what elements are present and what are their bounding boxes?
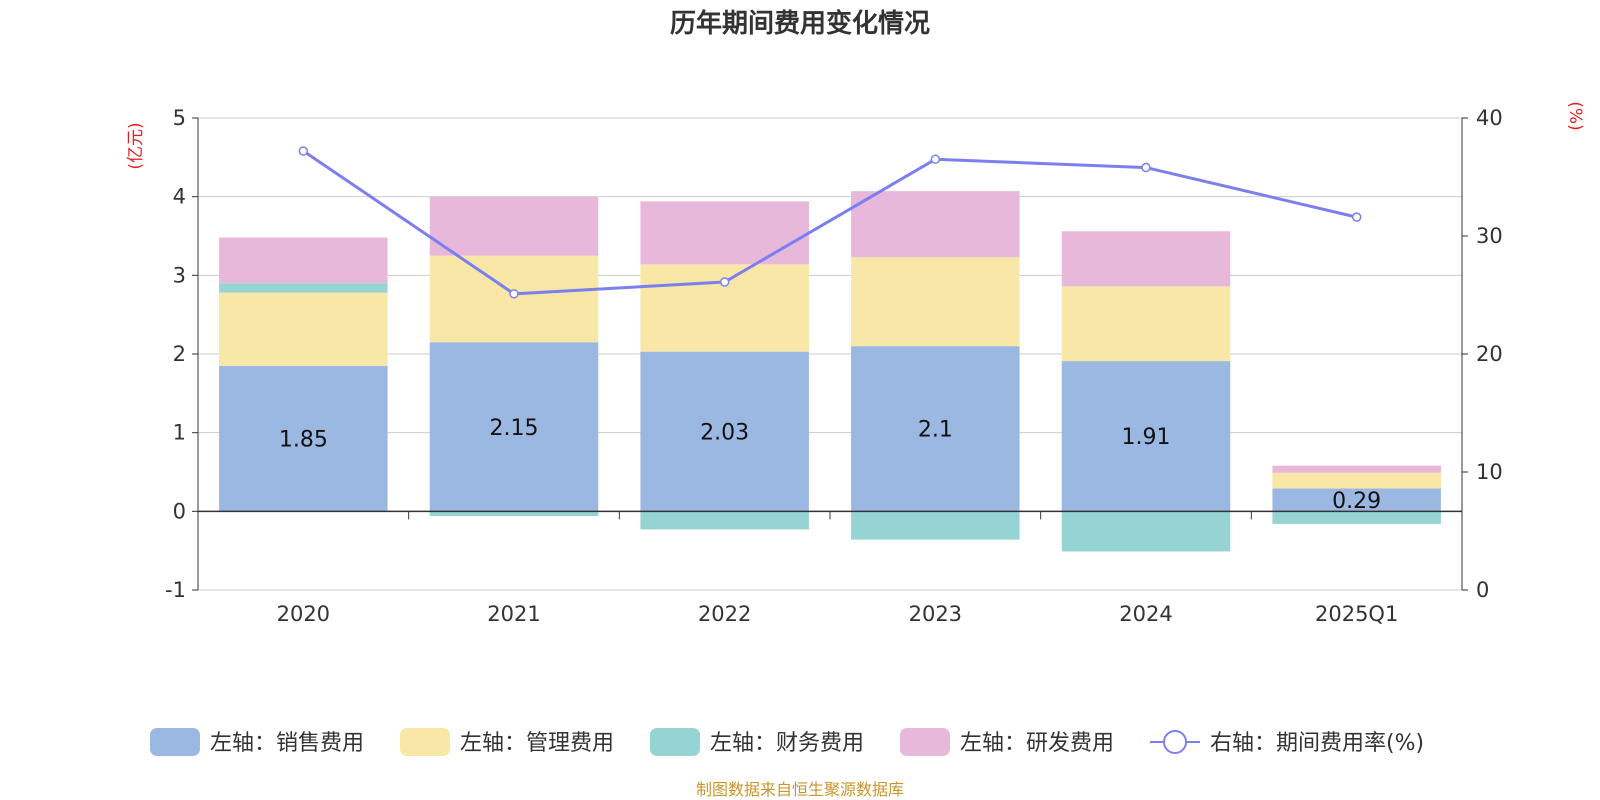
bar-data-label: 0.29 <box>1332 489 1381 514</box>
left-axis-tick-label: 4 <box>173 185 186 209</box>
legend-swatch <box>900 728 950 756</box>
bar-segment <box>851 257 1020 347</box>
bar-segment <box>851 511 1020 540</box>
bar-segment <box>219 237 388 284</box>
grid-lines <box>198 117 1462 591</box>
bar-segment <box>640 351 809 512</box>
bar-data-label: 1.91 <box>1122 425 1171 450</box>
x-axis-tick-label: 2024 <box>1119 602 1172 626</box>
bar-segment <box>219 292 388 366</box>
bar-segment <box>851 346 1020 512</box>
left-axis-tick-label: -1 <box>165 578 186 602</box>
x-axis-tick-label: 2025Q1 <box>1315 602 1398 626</box>
bar-data-label: 1.85 <box>279 428 328 453</box>
legend-label: 左轴：管理费用 <box>460 731 614 756</box>
legend-swatch <box>650 728 700 756</box>
bar-segment <box>640 511 809 530</box>
expense-ratio-line <box>298 146 1362 299</box>
expense-ratio-point <box>1141 162 1151 173</box>
bar-segment <box>1061 361 1231 512</box>
right-axis-tick-label: 30 <box>1476 224 1503 248</box>
legend-label: 左轴：研发费用 <box>960 731 1114 756</box>
axes: -1 0 1 2 3 4 5 0 10 20 30 40 2020 2021 2022 2023 2024 202… <box>165 106 1503 626</box>
expense-ratio-point <box>298 146 309 156</box>
bar-segment <box>851 191 1020 258</box>
bar-segment <box>1272 472 1441 489</box>
legend-item[interactable]: 左轴：管理费用 <box>400 728 614 756</box>
bar-segment <box>640 201 809 265</box>
legend-item[interactable]: 右轴：期间费用率(%) <box>1150 730 1424 756</box>
bar-segment <box>1272 511 1441 524</box>
x-axis-tick-label: 2021 <box>487 602 540 626</box>
bar-segment <box>1272 465 1441 473</box>
bar-data-label: 2.1 <box>918 418 953 443</box>
right-axis-tick-label: 40 <box>1476 106 1503 130</box>
x-axis-tick-label: 2022 <box>698 602 751 626</box>
chart-title: 历年期间费用变化情况 <box>670 8 930 39</box>
bar-segment <box>429 342 599 512</box>
bar-data-label: 2.03 <box>700 420 749 445</box>
legend-item[interactable]: 左轴：研发费用 <box>900 728 1114 756</box>
right-axis-tick-label: 0 <box>1476 578 1489 602</box>
left-axis-unit: (亿元) <box>126 122 146 169</box>
bar-data-label: 2.15 <box>490 416 539 441</box>
data-source-note: 制图数据来自恒生聚源数据库 <box>696 780 904 799</box>
legend-swatch <box>150 728 200 756</box>
x-axis-tick-label: 2020 <box>277 602 330 626</box>
legend-marker <box>1163 730 1187 754</box>
legend-label: 左轴：销售费用 <box>210 731 364 756</box>
bar-series <box>219 191 1441 552</box>
left-axis-tick-label: 3 <box>173 263 186 287</box>
bar-segment <box>219 365 388 512</box>
right-axis-tick-label: 10 <box>1476 460 1503 484</box>
legend-label: 右轴：期间费用率(%) <box>1210 731 1424 756</box>
expense-ratio-point <box>719 277 730 287</box>
bar-segment <box>219 283 388 293</box>
bar-segment <box>1061 511 1231 552</box>
expense-ratio-polyline <box>302 149 1358 296</box>
bar-segment <box>429 196 599 256</box>
legend-label: 左轴：财务费用 <box>710 731 864 756</box>
left-axis-tick-label: 5 <box>173 106 186 130</box>
expense-ratio-point <box>1351 212 1362 222</box>
bar-segment <box>1061 231 1231 287</box>
bar-segment <box>1061 286 1231 362</box>
expense-ratio-point <box>930 154 941 165</box>
expense-ratio-point <box>509 289 519 299</box>
legend-item[interactable]: 左轴：销售费用 <box>150 728 364 756</box>
left-axis-tick-label: 2 <box>173 342 186 366</box>
bar-segment <box>1272 488 1441 512</box>
right-axis-tick-label: 20 <box>1476 342 1503 366</box>
bar-segment <box>429 255 599 343</box>
legend: 左轴：销售费用 左轴：管理费用 左轴：财务费用 左轴：研发费用 右轴：期间费用率(%) <box>150 728 1424 756</box>
left-axis-tick-label: 0 <box>173 499 186 523</box>
left-axis-tick-label: 1 <box>173 421 186 445</box>
bar-segment <box>429 511 599 517</box>
legend-item[interactable]: 左轴：财务费用 <box>650 728 864 756</box>
x-axis-tick-label: 2023 <box>909 602 962 626</box>
legend-swatch <box>400 728 450 756</box>
data-labels: 1.85 2.15 2.03 2.1 1.91 0.29 <box>279 416 1381 514</box>
right-axis-unit: (%) <box>1565 101 1585 130</box>
